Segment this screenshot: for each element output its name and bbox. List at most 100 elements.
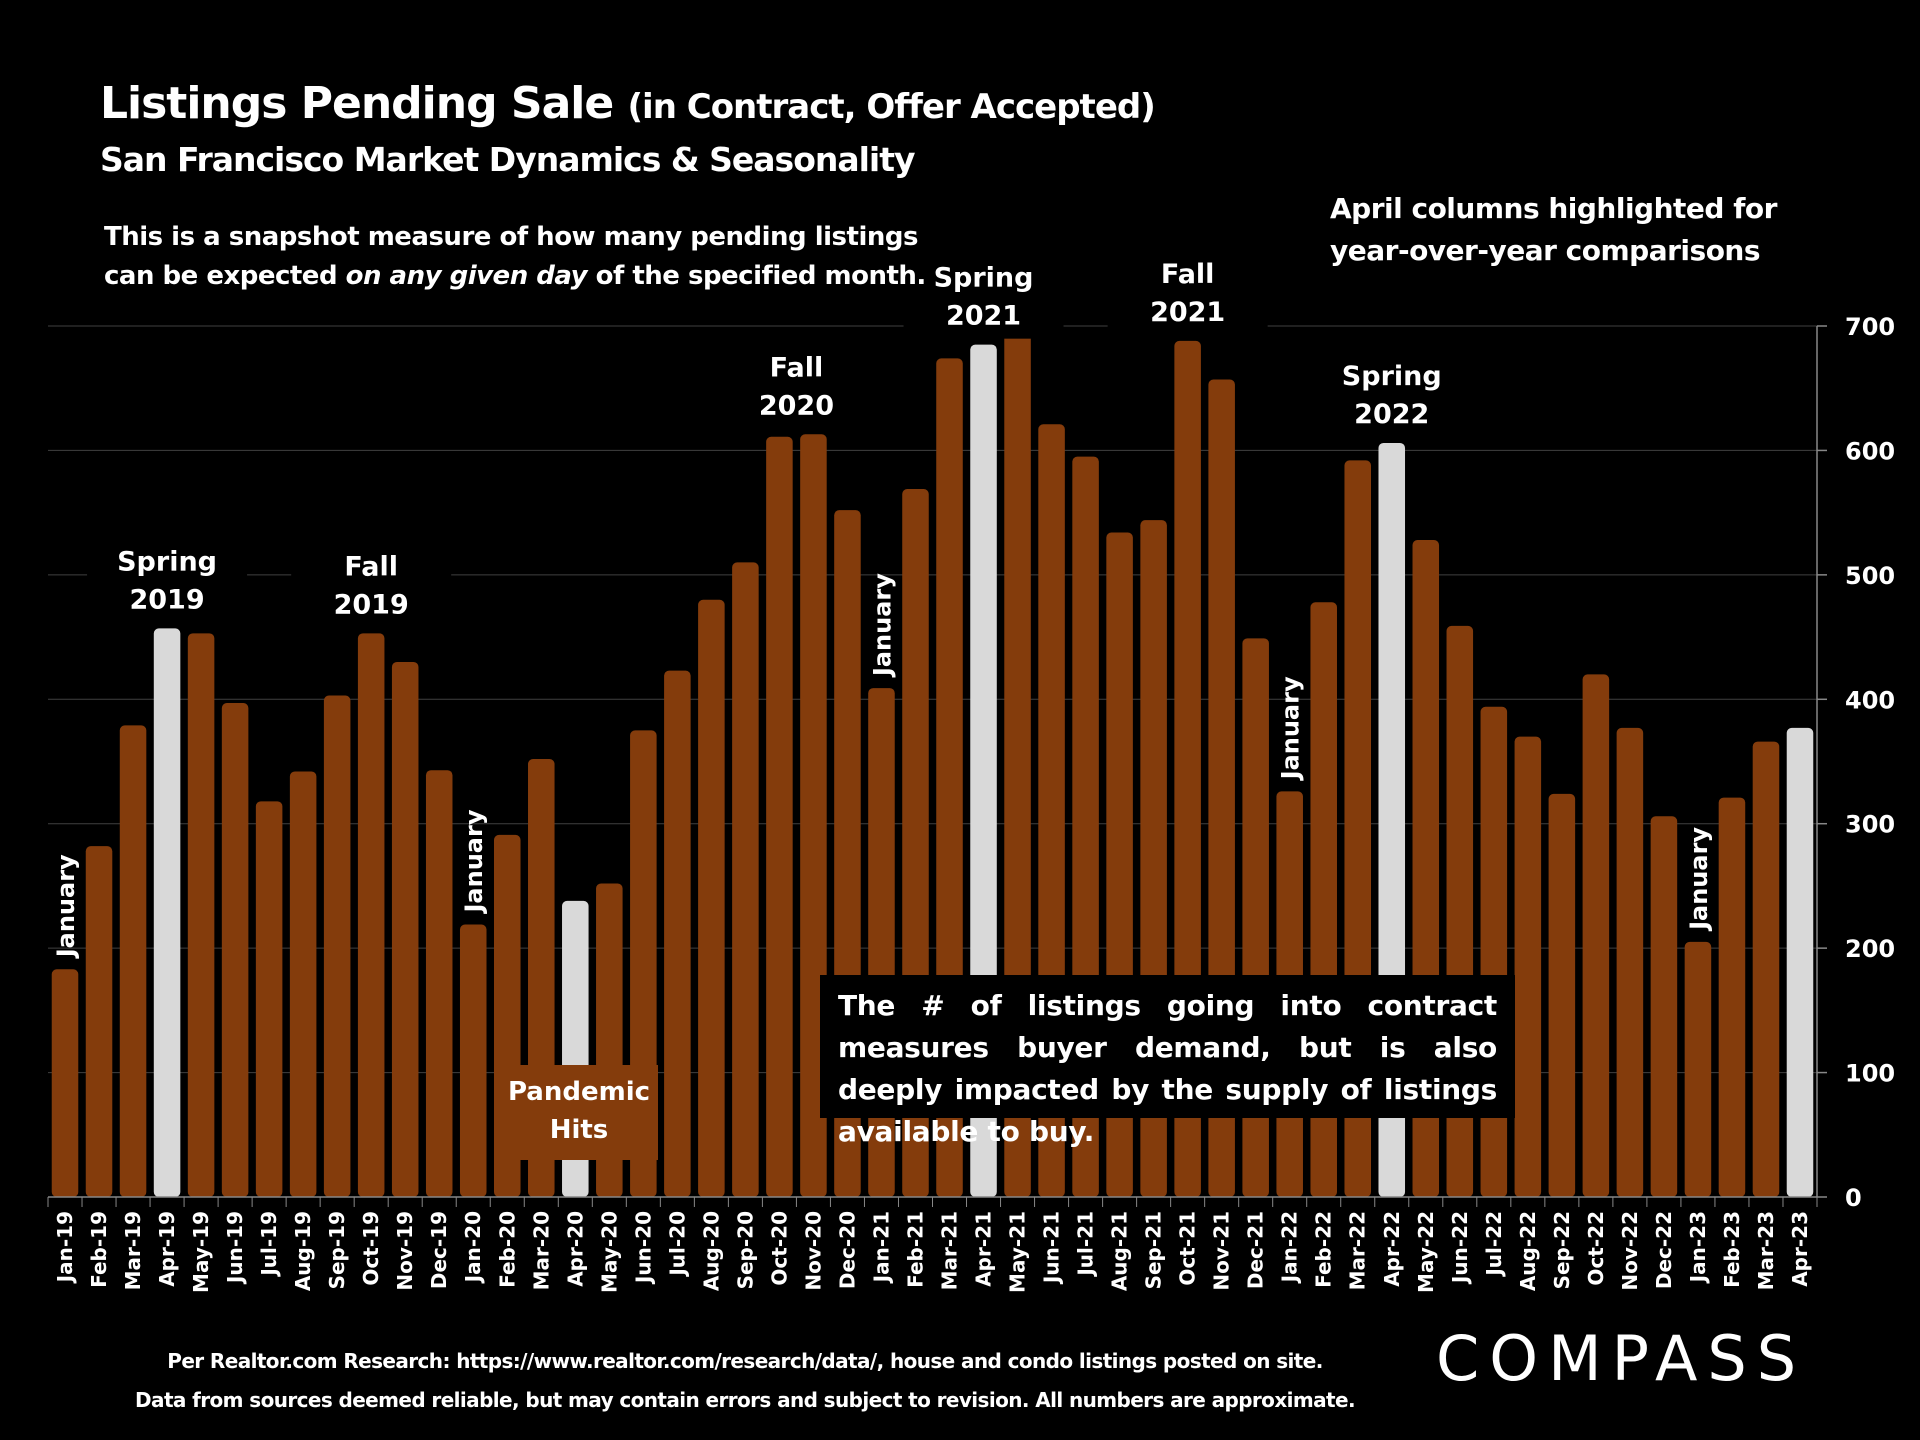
footer-line2: Data from sources deemed reliable, but m…: [135, 1388, 1356, 1412]
bar-sep-19: [323, 695, 351, 1197]
y-tick-label: 500: [1845, 562, 1895, 590]
x-tick-label: Feb-19: [87, 1211, 111, 1288]
x-tick-label: Nov-20: [801, 1211, 825, 1291]
bar-aug-19: [289, 771, 317, 1197]
x-tick-label: Feb-21: [903, 1211, 927, 1288]
bar-jan-20: [459, 924, 487, 1197]
bar-jul-22: [1480, 706, 1508, 1197]
bar-nov-22: [1616, 727, 1644, 1197]
x-tick-label: Oct-22: [1584, 1211, 1608, 1286]
season-annotation: Fall: [770, 352, 824, 383]
title-main: Listings Pending Sale: [100, 78, 614, 129]
bar-nov-19: [391, 661, 419, 1197]
x-tick-label: Apr-19: [155, 1211, 179, 1287]
x-tick-label: Jan-21: [869, 1211, 893, 1284]
x-tick-label: Nov-19: [393, 1211, 417, 1291]
january-annotation: January: [868, 573, 896, 678]
bar-sep-22: [1548, 793, 1576, 1197]
x-tick-label: Jan-19: [53, 1211, 77, 1284]
x-tick-label: Mar-21: [938, 1211, 962, 1290]
x-tick-label: Aug-21: [1108, 1211, 1132, 1291]
y-axis: 0 100 200 300 400 500 600 700: [1816, 313, 1895, 1212]
callout-box: The # of listings going into contract me…: [820, 975, 1515, 1148]
season-annotation-bg: [87, 532, 248, 623]
x-tick-label: Mar-23: [1754, 1211, 1778, 1290]
x-tick-label: Apr-22: [1380, 1211, 1404, 1287]
season-annotation: Spring: [1342, 361, 1442, 392]
x-tick-label: May-19: [189, 1211, 213, 1293]
season-annotation: 2022: [1354, 399, 1429, 430]
y-tick-label: 100: [1845, 1060, 1895, 1088]
x-tick-label: Oct-19: [359, 1211, 383, 1286]
compass-logo: COMPASS: [1436, 1322, 1807, 1395]
bar-feb-23: [1718, 797, 1746, 1197]
x-tick-label: May-21: [1006, 1211, 1030, 1293]
title-paren: (in Contract, Offer Accepted): [627, 87, 1156, 127]
bar-oct-22: [1582, 674, 1610, 1197]
season-annotation: Spring: [117, 546, 217, 577]
x-tick-label: May-22: [1414, 1211, 1438, 1293]
x-tick-label: Aug-20: [699, 1211, 723, 1291]
y-tick-label: 400: [1845, 686, 1895, 714]
x-axis: Jan-19 Feb-19 Mar-19 Apr-19 May-19 Jun-19 Jul-…: [47, 1196, 1818, 1293]
bar-jul-19: [255, 801, 283, 1197]
april-highlight-note: April columns highlighted for year-over-…: [1330, 188, 1777, 272]
bar-sep-20: [732, 562, 759, 1197]
season-annotation: 2019: [129, 584, 204, 615]
x-tick-label: Feb-20: [495, 1211, 519, 1288]
snapshot-note: This is a snapshot measure of how many p…: [104, 218, 926, 296]
season-annotation: Spring: [934, 263, 1034, 294]
bar-jun-19: [221, 703, 249, 1197]
bar-oct-19: [357, 633, 385, 1197]
season-annotation-bg: [903, 248, 1064, 339]
january-annotation: January: [1685, 827, 1713, 932]
x-tick-label: Dec-21: [1244, 1211, 1268, 1289]
season-annotation: Fall: [1161, 259, 1215, 290]
x-tick-label: Mar-22: [1346, 1211, 1370, 1290]
bar-jan-19: [51, 969, 79, 1197]
x-tick-label: Nov-21: [1210, 1211, 1234, 1291]
note-em: on any given day: [345, 261, 588, 291]
x-tick-label: Dec-19: [427, 1211, 451, 1289]
y-tick-label: 700: [1845, 313, 1895, 341]
chart-subtitle: San Francisco Market Dynamics & Seasonal…: [100, 140, 916, 179]
x-tick-label: Jan-20: [461, 1211, 485, 1284]
season-annotation-bg: [1311, 346, 1472, 437]
bar-dec-22: [1650, 816, 1678, 1197]
x-tick-label: Jan-22: [1278, 1211, 1302, 1284]
x-tick-label: Sep-22: [1550, 1211, 1574, 1289]
note-pre: can be expected: [104, 261, 346, 291]
x-tick-label: Jul-20: [665, 1211, 689, 1278]
x-tick-label: Jun-22: [1448, 1211, 1472, 1285]
y-tick-label: 300: [1845, 811, 1895, 839]
bar-dec-19: [425, 770, 453, 1197]
x-tick-label: Oct-21: [1176, 1211, 1200, 1286]
x-tick-label: Sep-19: [325, 1211, 349, 1289]
bar-feb-19: [85, 846, 113, 1197]
x-tick-label: Mar-20: [529, 1211, 553, 1290]
snapshot-note-line1: This is a snapshot measure of how many p…: [104, 222, 918, 252]
x-tick-label: Aug-19: [291, 1211, 315, 1291]
y-tick-label: 0: [1845, 1184, 1862, 1212]
note-post: of the specified month.: [587, 261, 927, 291]
season-annotation: 2021: [946, 301, 1021, 332]
x-tick-label: Jun-20: [631, 1211, 655, 1285]
bar-jan-23: [1684, 941, 1712, 1197]
x-tick-label: Apr-21: [972, 1211, 996, 1287]
x-tick-label: Mar-19: [121, 1211, 145, 1290]
snapshot-note-line2: can be expected on any given day of the …: [104, 257, 926, 296]
x-tick-label: Feb-22: [1312, 1211, 1336, 1288]
footer-line1: Per Realtor.com Research: https://www.re…: [167, 1349, 1323, 1373]
bar-aug-20: [698, 599, 725, 1197]
season-annotation-bg: [291, 537, 452, 628]
x-tick-label: Jul-19: [257, 1211, 281, 1278]
x-tick-label: May-20: [597, 1211, 621, 1293]
x-tick-label: Feb-23: [1720, 1211, 1744, 1288]
x-tick-label: Jun-21: [1040, 1211, 1064, 1285]
april-note-line1: April columns highlighted for: [1330, 192, 1777, 225]
x-tick-label: Dec-20: [835, 1211, 859, 1289]
y-tick-label: 200: [1845, 935, 1895, 963]
x-tick-label: Nov-22: [1618, 1211, 1642, 1291]
bar-mar-23: [1752, 741, 1780, 1197]
annotations: January January January January January Sprin…: [52, 244, 1713, 959]
